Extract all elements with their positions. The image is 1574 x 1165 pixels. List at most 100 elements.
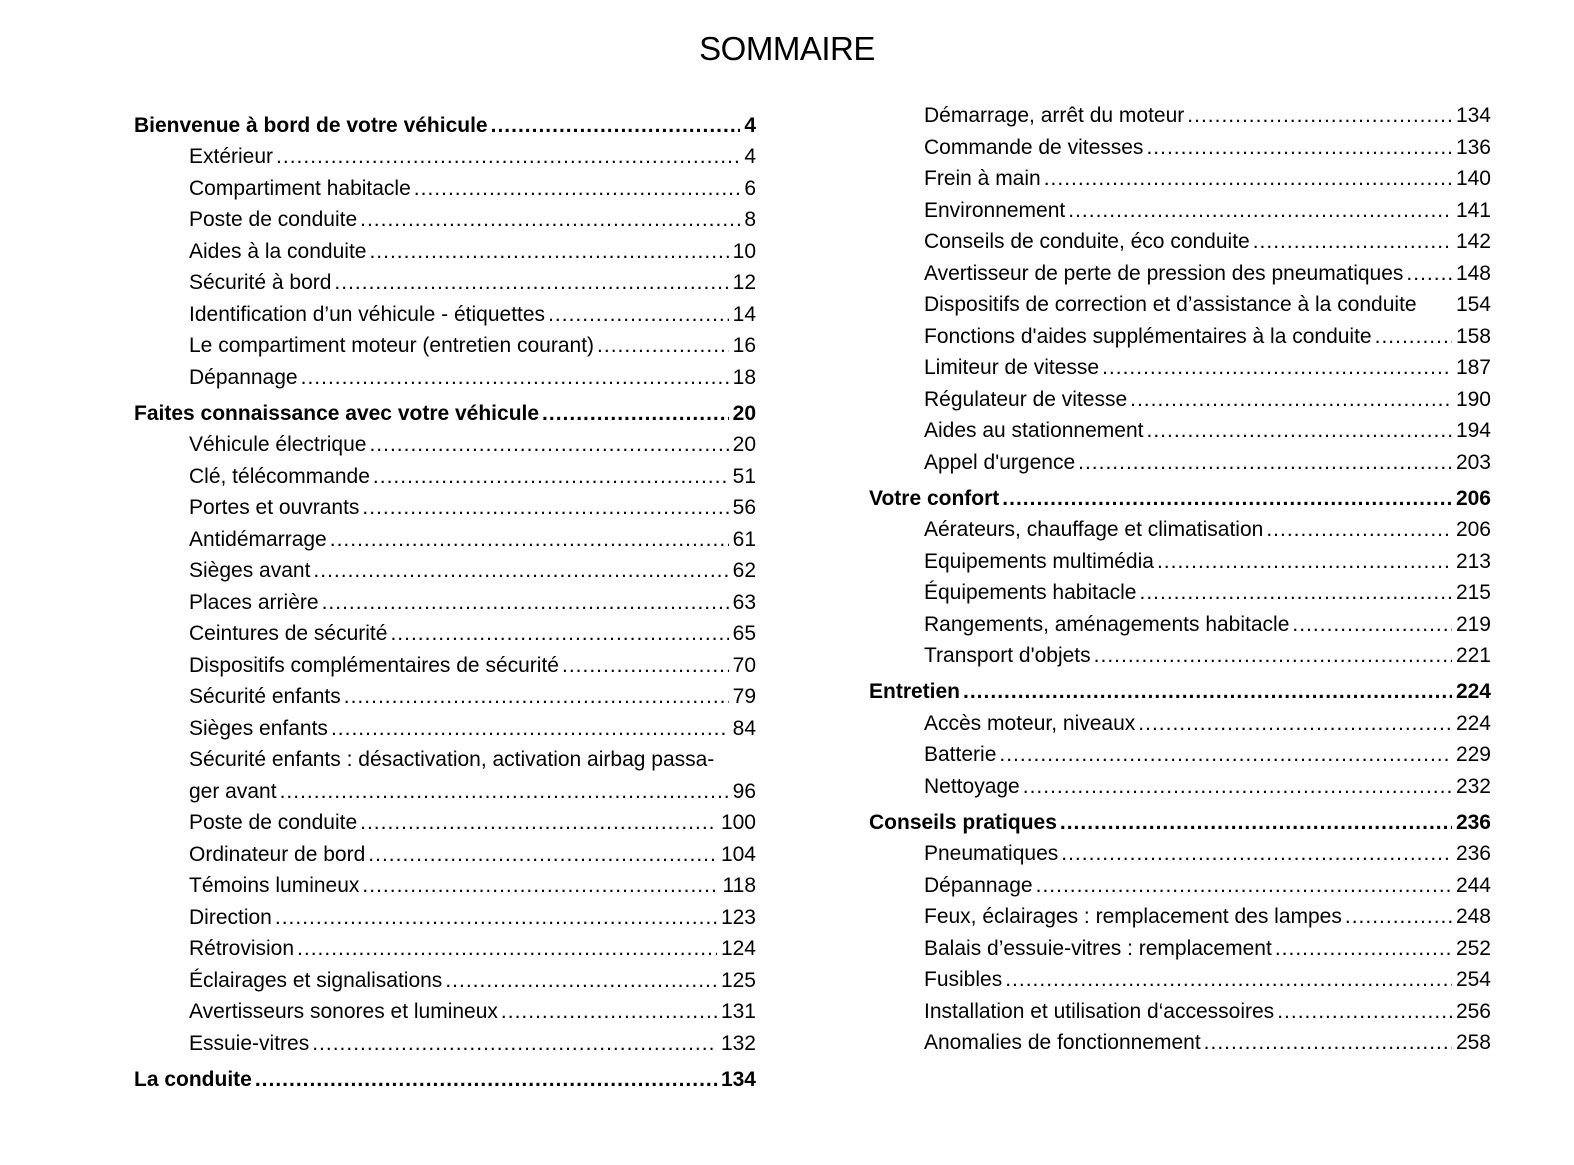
toc-entry[interactable]: Équipements habitacle 215 (869, 577, 1491, 609)
dot-leader (390, 618, 728, 650)
toc-entry-label: Régulateur de vitesse (924, 387, 1128, 411)
toc-page-number: 224 (1455, 680, 1491, 703)
dot-leader (1044, 163, 1452, 195)
toc-entry[interactable]: Démarrage, arrêt du moteur 134 (869, 100, 1491, 132)
dot-leader (1157, 546, 1452, 578)
toc-entry[interactable]: Pneumatiques 236 (869, 838, 1491, 870)
toc-entry[interactable]: Frein à main 140 (869, 163, 1491, 195)
toc-entry[interactable]: Poste de conduite 100 (134, 807, 756, 839)
toc-entry[interactable]: Véhicule électrique 20 (134, 429, 756, 461)
toc-entry[interactable]: Balais d’essuie-vitres : remplacement 252 (869, 933, 1491, 965)
toc-entry[interactable]: Dépannage 244 (869, 870, 1491, 902)
toc-entry[interactable]: Témoins lumineux 118 (134, 870, 756, 902)
toc-page-number: 14 (732, 302, 756, 326)
toc-entry[interactable]: Appel d'urgence 203 (869, 447, 1491, 479)
toc-entry[interactable]: Nettoyage 232 (869, 771, 1491, 803)
toc-entry-label: Témoins lumineux (189, 874, 360, 897)
toc-entry[interactable]: Éclairages et signalisations 125 (134, 965, 756, 997)
toc-entry[interactable]: Dispositifs de correction et d’assistanc… (869, 289, 1491, 321)
toc-entry[interactable]: Ordinateur de bord 104 (134, 839, 756, 871)
toc-section-heading[interactable]: Conseils pratiques 236 (869, 807, 1491, 839)
toc-entry[interactable]: Anomalies de fonctionnement 258 (869, 1027, 1491, 1059)
toc-entry[interactable]: Extérieur 4 (134, 141, 756, 173)
toc-entry[interactable]: Aides à la conduite 10 (134, 236, 756, 268)
toc-entry[interactable]: Clé, télécommande 51 (134, 461, 756, 493)
dot-leader (330, 524, 729, 556)
dot-leader (491, 110, 741, 142)
page-title: SOMMAIRE (699, 30, 875, 67)
toc-entry-label: Sécurité à bord (189, 271, 332, 294)
dot-leader (1130, 384, 1452, 416)
toc-entry[interactable]: Commande de vitesses 136 (869, 132, 1491, 164)
toc-page-number: 10 (732, 239, 756, 263)
toc-entry[interactable]: Ceintures de sécurité 65 (134, 618, 756, 650)
toc-section-heading[interactable]: La conduite 134 (134, 1064, 756, 1096)
dot-leader (1036, 870, 1452, 902)
toc-entry[interactable]: Poste de conduite 8 (134, 204, 756, 236)
toc-entry-label: Transport d'objets (924, 644, 1091, 667)
toc-entry[interactable]: Batterie 229 (869, 739, 1491, 771)
toc-entry-label: Appel d'urgence (924, 450, 1076, 474)
toc-entry[interactable]: Feux, éclairages : remplacement des lamp… (869, 901, 1491, 933)
toc-entry-label: Conseils pratiques (869, 810, 1057, 834)
toc-section-heading[interactable]: Entretien 224 (869, 676, 1491, 708)
toc-page-number: 20 (732, 401, 756, 425)
toc-entry[interactable]: Rangements, aménagements habitacle 219 (869, 609, 1491, 641)
toc-entry[interactable]: Rétrovision 124 (134, 933, 756, 965)
toc-entry[interactable]: Régulateur de vitesse 190 (869, 384, 1491, 416)
toc-entry[interactable]: Dispositifs complémentaires de sécurité 7… (134, 650, 756, 682)
dot-leader (344, 681, 729, 713)
dot-leader (999, 739, 1452, 771)
toc-entry-label: Dépannage (924, 873, 1033, 897)
toc-entry[interactable]: Compartiment habitacle 6 (134, 173, 756, 205)
toc-entry[interactable]: Accès moteur, niveaux 224 (869, 708, 1491, 740)
toc-entry[interactable]: Aides au stationnement 194 (869, 415, 1491, 447)
toc-entry[interactable]: Fusibles 254 (869, 964, 1491, 996)
toc-page-number: 154 (1455, 293, 1491, 316)
toc-page-number: 134 (720, 1067, 756, 1091)
toc-entry[interactable]: Fonctions d'aides supplémentaires à la c… (869, 321, 1491, 353)
toc-entry[interactable]: Avertisseur de perte de pression des pne… (869, 258, 1491, 290)
toc-entry[interactable]: Transport d'objets 221 (869, 640, 1491, 672)
toc-entry[interactable]: Sécurité enfants : désactivation, activa… (134, 744, 756, 776)
toc-entry[interactable]: Conseils de conduite, éco conduite 142 (869, 226, 1491, 258)
toc-entry[interactable]: Environnement 141 (869, 195, 1491, 227)
toc-entry[interactable]: Sièges avant 62 (134, 555, 756, 587)
toc-entry[interactable]: Equipements multimédia 213 (869, 546, 1491, 578)
toc-entry[interactable]: Portes et ouvrants 56 (134, 492, 756, 524)
toc-entry[interactable]: Sécurité à bord 12 (134, 267, 756, 299)
toc-entry[interactable]: Sièges enfants 84 (134, 713, 756, 745)
dot-leader (597, 330, 729, 362)
toc-entry[interactable]: Le compartiment moteur (entretien couran… (134, 330, 756, 362)
toc-entry-label: Frein à main (924, 167, 1041, 190)
toc-entry[interactable]: Limiteur de vitesse 187 (869, 352, 1491, 384)
toc-entry[interactable]: Dépannage 18 (134, 362, 756, 394)
dot-leader (1187, 100, 1452, 132)
toc-entry[interactable]: Places arrière 63 (134, 587, 756, 619)
toc-section-heading[interactable]: Votre confort 206 (869, 483, 1491, 515)
toc-page-number: 79 (732, 685, 756, 708)
dot-leader (548, 299, 729, 331)
dot-leader (1292, 609, 1452, 641)
dot-leader (562, 650, 729, 682)
toc-entry[interactable]: Installation et utilisation d‘accessoire… (869, 996, 1491, 1028)
toc-section-heading[interactable]: Bienvenue à bord de votre véhicule 4 (134, 110, 756, 142)
toc-entry[interactable]: Identification d’un véhicule - étiquette… (134, 299, 756, 331)
toc-page-number: 187 (1455, 356, 1491, 379)
toc-entry[interactable]: Sécurité enfants 79 (134, 681, 756, 713)
toc-page-number: 84 (732, 716, 756, 740)
toc-entry[interactable]: Avertisseurs sonores et lumineux 131 (134, 996, 756, 1028)
toc-entry[interactable]: Direction 123 (134, 902, 756, 934)
toc-entry-label: Avertisseur de perte de pression des pne… (924, 261, 1404, 285)
toc-entry[interactable]: Antidémarrage 61 (134, 524, 756, 556)
dot-leader (1102, 352, 1452, 384)
toc-entry[interactable]: ger avant 96 (134, 776, 756, 808)
dot-leader (1061, 838, 1452, 870)
dot-leader (1345, 901, 1452, 933)
toc-section-heading[interactable]: Faites connaissance avec votre véhicule 2… (134, 398, 756, 430)
dot-leader (1138, 708, 1452, 740)
dot-leader (360, 807, 717, 839)
toc-entry[interactable]: Aérateurs, chauffage et climatisation 206 (869, 514, 1491, 546)
toc-entry[interactable]: Essuie-vitres 132 (134, 1028, 756, 1060)
dot-leader (1275, 933, 1452, 965)
